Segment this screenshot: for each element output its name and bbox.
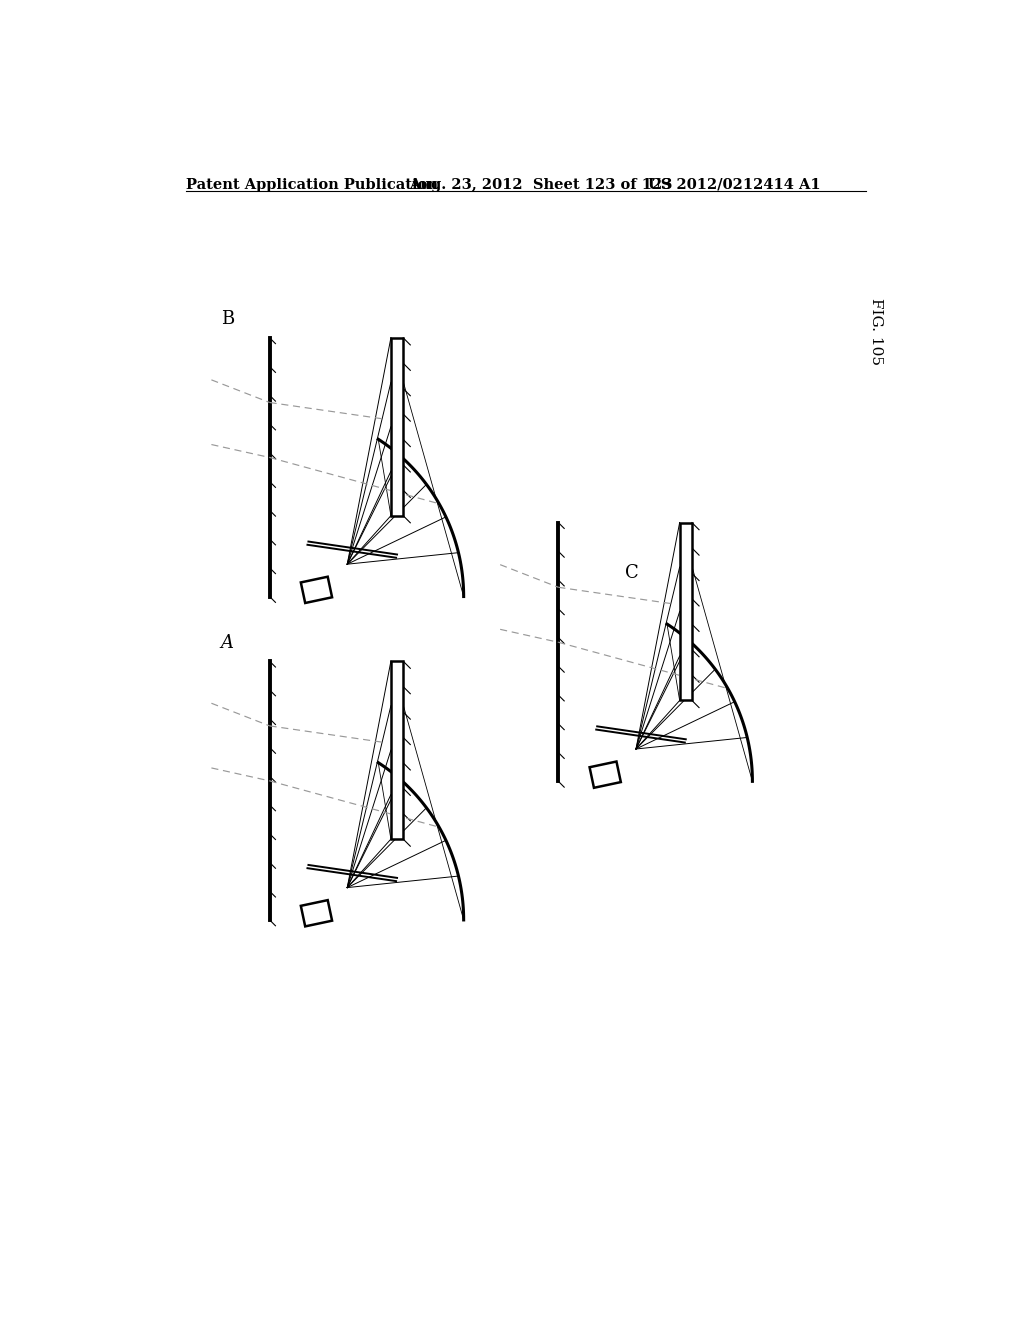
Bar	[391, 661, 403, 840]
Polygon shape	[590, 762, 621, 788]
Text: US 2012/0212414 A1: US 2012/0212414 A1	[648, 178, 820, 191]
Text: A: A	[221, 634, 233, 652]
Polygon shape	[301, 900, 332, 927]
Bar	[391, 338, 403, 516]
Text: Patent Application Publication: Patent Application Publication	[186, 178, 438, 191]
Text: B: B	[220, 310, 233, 329]
Bar	[680, 523, 692, 701]
Polygon shape	[301, 577, 332, 603]
Text: Aug. 23, 2012  Sheet 123 of 123: Aug. 23, 2012 Sheet 123 of 123	[410, 178, 673, 191]
Text: C: C	[625, 564, 638, 582]
Text: FIG. 105: FIG. 105	[869, 298, 883, 366]
